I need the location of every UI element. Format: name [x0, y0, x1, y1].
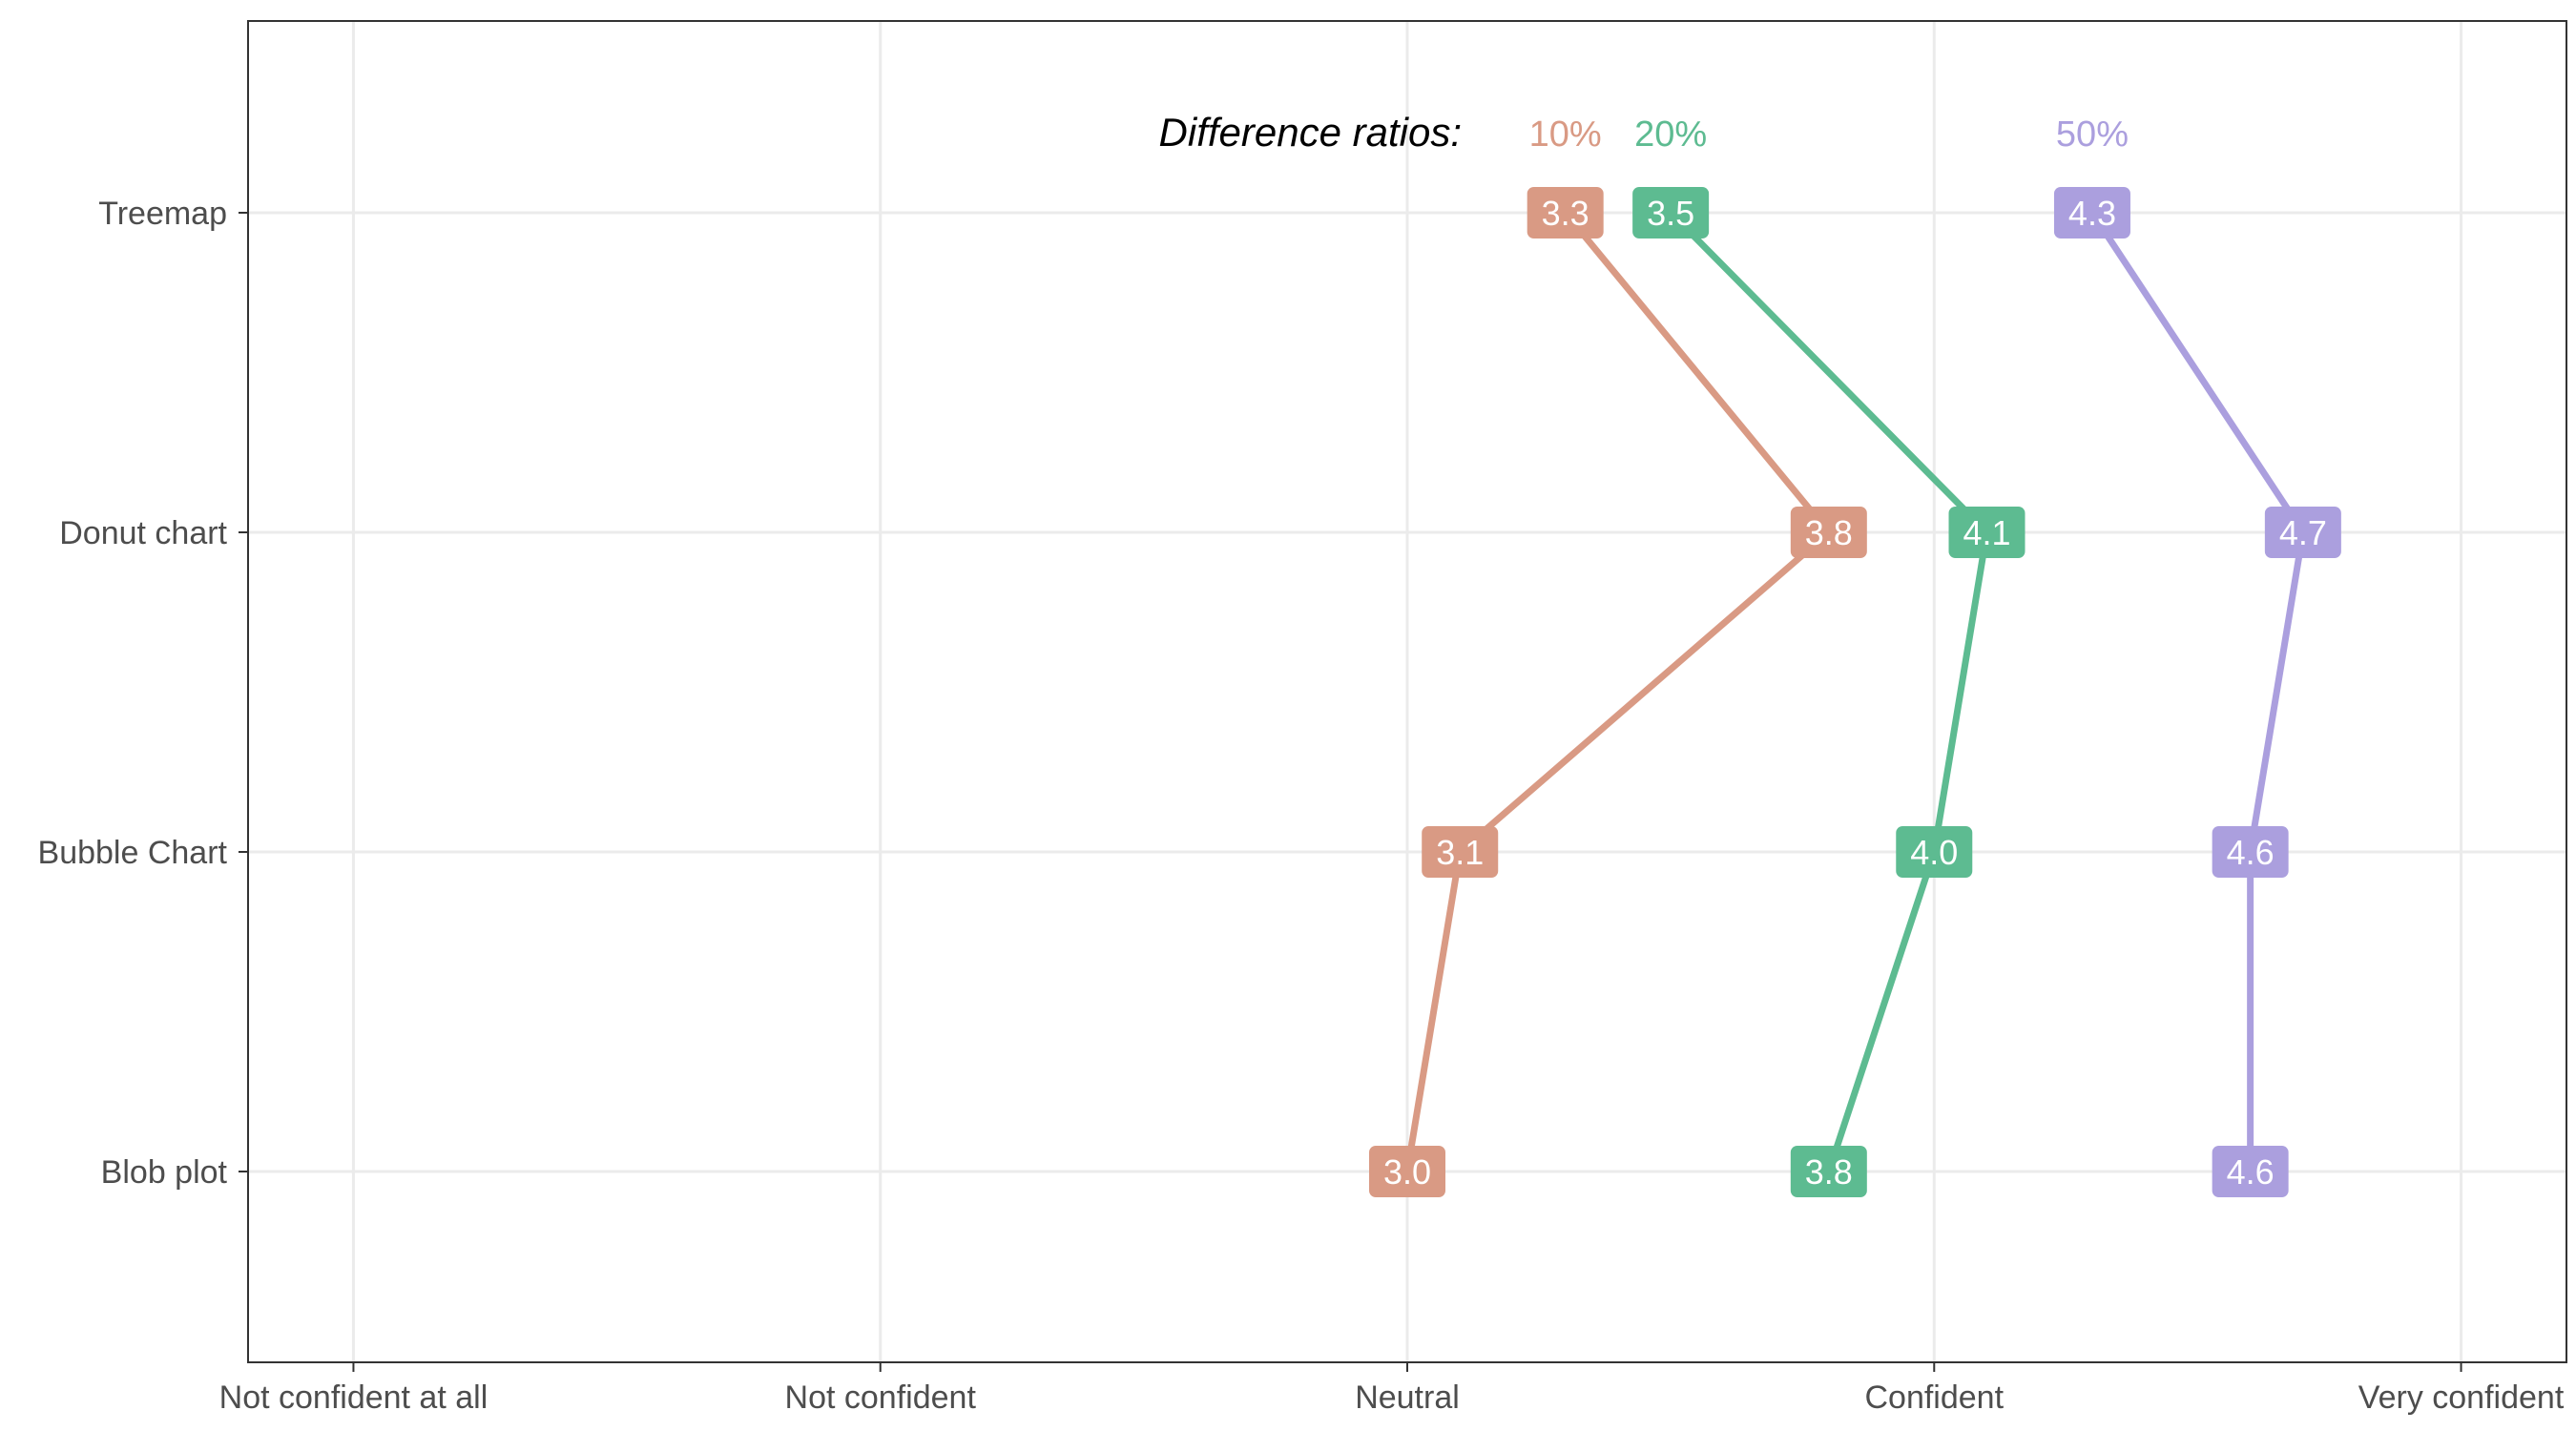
point-label-box: [1422, 826, 1499, 878]
point-label-text: 4.6: [2227, 833, 2275, 872]
point-label: 4.1: [1948, 507, 2025, 558]
point-label-text: 4.3: [2068, 194, 2116, 233]
legend: Difference ratios: 10% 20% 50%: [1159, 110, 2129, 155]
point-label-box: [1790, 507, 1867, 558]
point-label-box: [1790, 1146, 1867, 1197]
legend-item: 50%: [2056, 114, 2129, 155]
legend-item: 10%: [1529, 114, 1602, 155]
point-label: 3.8: [1790, 1146, 1867, 1197]
point-label-text: 4.1: [1963, 513, 2010, 552]
y-tick-label: Blob plot: [101, 1154, 228, 1191]
x-tick-label: Not confident at all: [219, 1379, 488, 1416]
point-label-box: [1369, 1146, 1445, 1197]
point-labels-layer: 3.3 3.8 3.1 3.0 3.5 4.1 4.0 3.8 4.3 4.7 4.6 4.6: [1369, 187, 2341, 1197]
point-label-text: 3.3: [1542, 194, 1589, 233]
point-label-text: 4.7: [2279, 513, 2327, 552]
point-label-text: 3.0: [1383, 1152, 1431, 1192]
point-label: 3.8: [1790, 507, 1867, 558]
point-label: 4.7: [2264, 507, 2341, 558]
y-tick-label: Donut chart: [59, 515, 227, 551]
x-tick-label: Not confident: [785, 1379, 977, 1416]
x-tick-label: Neutral: [1355, 1379, 1460, 1416]
point-label-text: 3.1: [1436, 833, 1484, 872]
legend-item: 20%: [1634, 114, 1707, 155]
axis-layer: Not confident at all Not confident Neutral…: [38, 196, 2565, 1416]
point-label-text: 3.8: [1805, 1152, 1853, 1192]
series-lines-layer: [1403, 209, 2307, 1175]
point-label: 3.0: [1369, 1146, 1445, 1197]
point-label: 3.1: [1422, 826, 1499, 878]
point-label-box: [2212, 826, 2289, 878]
series-line: [2088, 209, 2307, 1175]
legend-title: Difference ratios:: [1159, 110, 1462, 155]
y-tick-label: Bubble Chart: [38, 835, 228, 871]
point-label: 3.3: [1527, 187, 1604, 238]
point-label: 3.5: [1632, 187, 1710, 238]
point-label-text: 4.0: [1910, 833, 1958, 872]
y-tick-label: Treemap: [98, 196, 227, 232]
point-label-box: [1896, 826, 1973, 878]
point-label-box: [2212, 1146, 2289, 1197]
x-tick-label: Very confident: [2358, 1379, 2565, 1416]
point-label-text: 4.6: [2227, 1152, 2275, 1192]
point-label: 4.3: [2053, 187, 2130, 238]
point-label: 4.6: [2212, 1146, 2289, 1197]
point-label-box: [1632, 187, 1710, 238]
point-label-box: [1527, 187, 1604, 238]
point-label-box: [2264, 507, 2341, 558]
point-label-box: [1948, 507, 2025, 558]
point-label-text: 3.8: [1805, 513, 1853, 552]
series-line: [1667, 209, 1990, 1175]
point-label-box: [2053, 187, 2130, 238]
x-tick-label: Confident: [1864, 1379, 2004, 1416]
point-label: 4.0: [1896, 826, 1973, 878]
series-line: [1403, 209, 1833, 1175]
point-label: 4.6: [2212, 826, 2289, 878]
point-label-text: 3.5: [1647, 194, 1694, 233]
